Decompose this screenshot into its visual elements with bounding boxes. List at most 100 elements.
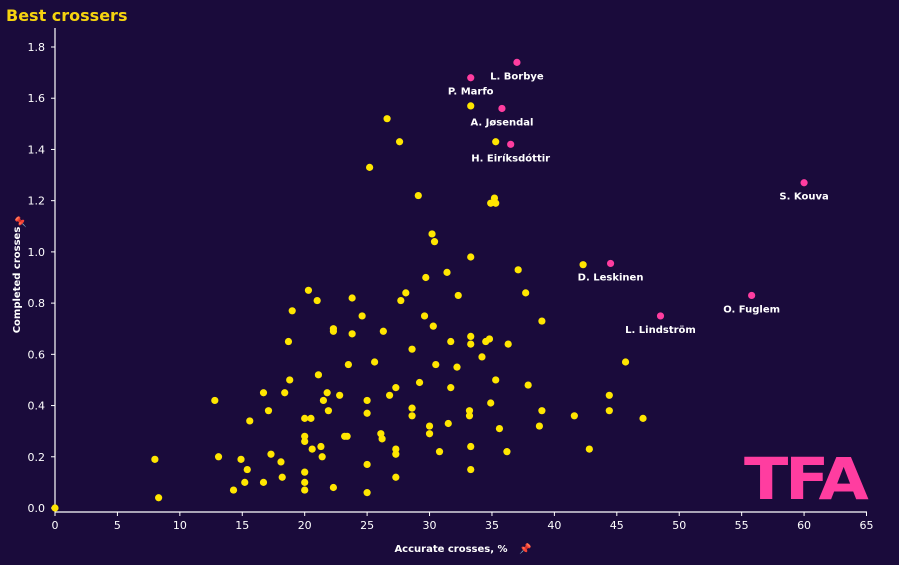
player-point[interactable]: [329, 483, 338, 492]
player-point[interactable]: [259, 389, 268, 397]
player-point[interactable]: [314, 371, 323, 379]
player-point[interactable]: [313, 296, 321, 305]
player-point[interactable]: [621, 358, 630, 366]
player-point[interactable]: [467, 253, 475, 261]
player-point[interactable]: [415, 378, 424, 387]
player-point[interactable]: [264, 407, 273, 415]
player-point[interactable]: [585, 445, 593, 453]
player-point[interactable]: [392, 450, 400, 458]
player-point[interactable]: [478, 353, 486, 361]
highlighted-player-point[interactable]: [498, 104, 506, 113]
player-point[interactable]: [151, 455, 159, 463]
player-point[interactable]: [237, 455, 245, 463]
player-point[interactable]: [467, 102, 475, 110]
player-point[interactable]: [467, 465, 475, 474]
player-point[interactable]: [246, 417, 254, 425]
y-axis-pin-icon[interactable]: 📌: [14, 215, 27, 228]
player-point[interactable]: [301, 432, 309, 440]
player-point[interactable]: [284, 337, 293, 346]
player-point[interactable]: [435, 448, 444, 456]
player-point[interactable]: [229, 486, 238, 494]
player-point[interactable]: [371, 358, 379, 366]
player-point[interactable]: [443, 268, 451, 276]
player-point[interactable]: [348, 294, 356, 302]
player-point[interactable]: [336, 391, 344, 399]
player-point[interactable]: [420, 312, 429, 320]
player-point[interactable]: [385, 391, 394, 399]
player-point[interactable]: [301, 437, 309, 446]
highlighted-player-point[interactable]: [748, 291, 756, 300]
player-point[interactable]: [243, 465, 251, 474]
player-point[interactable]: [378, 435, 386, 443]
player-point[interactable]: [348, 330, 356, 338]
player-point[interactable]: [408, 404, 416, 412]
player-point[interactable]: [301, 486, 309, 494]
player-point[interactable]: [605, 391, 613, 399]
player-point[interactable]: [492, 199, 500, 207]
player-point[interactable]: [447, 384, 455, 392]
player-point[interactable]: [503, 448, 511, 456]
player-point[interactable]: [492, 138, 500, 146]
player-point[interactable]: [288, 307, 296, 315]
highlighted-player-point[interactable]: [800, 179, 808, 187]
player-point[interactable]: [155, 494, 163, 502]
player-point[interactable]: [535, 422, 544, 430]
player-point[interactable]: [538, 317, 546, 325]
player-point[interactable]: [639, 414, 647, 422]
player-point[interactable]: [495, 425, 504, 433]
player-point[interactable]: [392, 473, 400, 481]
player-point[interactable]: [392, 384, 400, 392]
highlighted-player-point[interactable]: [656, 312, 665, 320]
player-point[interactable]: [307, 414, 315, 422]
player-point[interactable]: [454, 291, 462, 300]
player-point[interactable]: [319, 396, 328, 405]
player-point[interactable]: [379, 327, 387, 335]
player-point[interactable]: [363, 489, 371, 497]
player-point[interactable]: [323, 389, 331, 397]
player-point[interactable]: [392, 445, 400, 453]
player-point[interactable]: [383, 115, 391, 123]
highlighted-player-point[interactable]: [467, 74, 475, 82]
highlighted-player-point[interactable]: [507, 140, 515, 148]
player-point[interactable]: [363, 396, 371, 405]
player-point[interactable]: [467, 340, 475, 348]
player-point[interactable]: [329, 327, 338, 335]
player-point[interactable]: [465, 412, 474, 420]
player-point[interactable]: [408, 345, 416, 353]
player-point[interactable]: [430, 238, 439, 246]
player-point[interactable]: [395, 138, 404, 146]
highlighted-player-point[interactable]: [513, 58, 521, 66]
player-point[interactable]: [366, 163, 374, 171]
player-point[interactable]: [429, 322, 437, 330]
player-point[interactable]: [259, 478, 268, 486]
player-point[interactable]: [278, 473, 286, 481]
player-point[interactable]: [317, 442, 325, 451]
player-point[interactable]: [241, 478, 249, 486]
player-point[interactable]: [487, 199, 495, 207]
highlighted-player-point[interactable]: [606, 259, 615, 268]
player-point[interactable]: [267, 450, 275, 458]
player-point[interactable]: [428, 230, 436, 238]
player-point[interactable]: [301, 478, 309, 486]
player-point[interactable]: [605, 407, 613, 415]
player-point[interactable]: [308, 445, 316, 453]
player-point[interactable]: [485, 335, 494, 343]
player-point[interactable]: [444, 419, 452, 428]
player-point[interactable]: [492, 376, 500, 384]
player-point[interactable]: [397, 296, 405, 305]
player-point[interactable]: [514, 266, 522, 274]
player-point[interactable]: [318, 453, 326, 461]
player-point[interactable]: [422, 273, 430, 282]
player-point[interactable]: [414, 191, 422, 200]
player-point[interactable]: [286, 376, 294, 384]
player-point[interactable]: [358, 312, 366, 320]
x-axis-pin-icon[interactable]: 📌: [519, 542, 532, 555]
player-point[interactable]: [538, 407, 546, 415]
player-point[interactable]: [343, 432, 351, 440]
player-point[interactable]: [363, 460, 371, 469]
player-point[interactable]: [277, 458, 285, 466]
player-point[interactable]: [301, 414, 309, 422]
player-point[interactable]: [432, 360, 440, 369]
player-point[interactable]: [579, 261, 587, 269]
player-point[interactable]: [324, 407, 333, 415]
